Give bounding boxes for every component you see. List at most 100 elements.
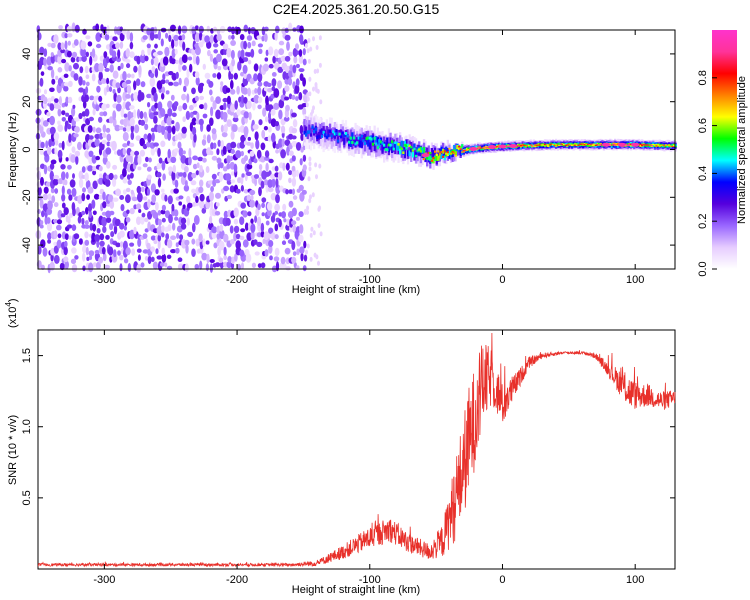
spectrogram-noise-cell	[291, 240, 296, 251]
spectrogram-signal-cell	[432, 150, 435, 161]
spectrogram-noise-cell	[229, 185, 235, 193]
spectrogram-noise-cell	[308, 161, 312, 167]
spectrogram-noise-cell	[60, 164, 66, 170]
spectrogram-noise-cell	[311, 192, 315, 198]
spectrogram-noise-cell	[137, 155, 142, 165]
spectrogram-noise-cell	[251, 119, 255, 127]
colorbar-ramp	[712, 30, 737, 269]
spectrogram-noise-cell	[207, 49, 211, 57]
spectrogram-noise-cell	[265, 162, 269, 172]
spectrogram-noise-cell	[178, 35, 183, 41]
spectrogram-noise-cell	[116, 57, 121, 63]
spectrogram-noise-cell	[209, 263, 213, 273]
spectrogram-signal-cell	[306, 130, 309, 140]
spectrogram-noise-cell	[122, 71, 127, 81]
spectrogram-signal-cell	[406, 139, 410, 155]
spectrogram-noise-cell	[167, 131, 172, 141]
spectrogram-signal-cell	[543, 144, 547, 147]
spectrogram-noise-cell	[181, 93, 187, 101]
spectrogram-noise-cell	[243, 111, 250, 119]
spectrogram-noise-cell	[170, 58, 176, 65]
spectrogram-noise-cell	[191, 87, 196, 95]
spectrogram-noise-cell	[35, 108, 42, 116]
spectrogram-noise-cell	[240, 185, 244, 192]
spectrogram-noise-cell	[314, 82, 318, 88]
spectrogram-noise-cell	[235, 233, 241, 240]
spectrogram-noise-cell	[303, 240, 307, 249]
spectrogram-noise-cell	[53, 202, 59, 208]
spectrogram-noise-cell	[84, 94, 89, 102]
spectrogram-noise-cell	[60, 213, 66, 218]
spectrogram-noise-cell	[235, 26, 241, 35]
spectrogram-signal-cell	[320, 134, 324, 138]
spectrogram-noise-cell	[146, 188, 151, 196]
spectrogram-noise-cell	[126, 124, 131, 132]
spectrogram-signal-cell	[585, 143, 588, 145]
spectrogram-noise-cell	[71, 264, 78, 273]
spectrogram-noise-cell	[216, 29, 221, 35]
spectrogram-signal-cell	[559, 143, 563, 145]
spectrogram-signal-cell	[362, 135, 365, 143]
spectrogram-noise-cell	[234, 253, 238, 262]
spectrogram-noise-cell	[291, 256, 297, 264]
spectrogram-noise-cell	[285, 266, 291, 271]
spectrogram-noise-cell	[157, 218, 162, 227]
spectrogram-noise-cell	[210, 142, 214, 150]
spectrogram-signal-cell	[341, 131, 344, 135]
spectrogram-noise-cell	[161, 86, 166, 94]
spectrogram-noise-cell	[295, 169, 299, 177]
spectrogram-noise-cell	[140, 81, 146, 88]
spectrogram-noise-cell	[177, 141, 182, 149]
spectrogram-signal-cell	[387, 143, 391, 147]
spectrogram-noise-cell	[119, 222, 125, 230]
spectrogram-noise-cell	[239, 249, 245, 257]
spectrogram-noise-cell	[317, 260, 320, 266]
spectrogram-noise-cell	[182, 41, 186, 51]
spectrogram-noise-cell	[148, 157, 152, 163]
spectrogram-noise-cell	[315, 45, 319, 50]
spectrogram-signal-cell	[566, 144, 569, 146]
spectrogram-noise-cell	[161, 247, 165, 255]
spectrogram-noise-cell	[280, 55, 287, 62]
spectrogram-noise-cell	[220, 81, 224, 87]
spectrogram-noise-cell	[222, 166, 228, 172]
spectrogram-signal-cell	[435, 155, 438, 161]
spectrogram-noise-cell	[109, 256, 113, 263]
spectrogram-noise-cell	[201, 138, 207, 146]
spectrogram-signal-cell	[403, 140, 406, 147]
spectrogram-noise-cell	[47, 97, 52, 104]
spectrogram-signal-cell	[427, 154, 430, 161]
spectrogram-noise-cell	[67, 164, 72, 170]
spectrogram-noise-cell	[291, 155, 296, 162]
spectrogram-noise-cell	[102, 252, 107, 262]
spectrogram-noise-cell	[278, 218, 282, 228]
spectrogram-noise-cell	[206, 25, 210, 33]
spectrogram-noise-cell	[243, 96, 248, 104]
spectrogram-noise-cell	[111, 140, 117, 151]
colorbar: 0.0 0.2 0.4 0.6 0.8 Normalized spectral ampl…	[697, 30, 748, 277]
spectrogram-noise-cell	[102, 111, 108, 117]
spectrogram-noise-cell	[85, 74, 90, 79]
spectrogram-noise-cell	[157, 30, 161, 41]
spectrogram-noise-cell	[246, 35, 253, 41]
spectrogram-noise-cell	[153, 111, 159, 116]
spectrogram-noise-cell	[126, 63, 131, 69]
spectrogram-noise-cell	[109, 200, 115, 209]
spectrogram-noise-cell	[205, 166, 210, 173]
spectrogram-noise-cell	[231, 58, 236, 67]
spectrogram-noise-cell	[65, 171, 69, 180]
snr-frame	[37, 329, 676, 570]
spectrogram-signal-cell	[556, 144, 559, 146]
spectrogram-noise-cell	[153, 142, 159, 147]
spectrogram-noise-cell	[159, 262, 166, 267]
spectrogram-noise-cell	[94, 133, 101, 140]
spectrogram-noise-cell	[119, 254, 124, 261]
spectrogram-noise-cell	[202, 63, 206, 70]
spectrogram-peak	[509, 144, 518, 148]
spectrogram-noise-cell	[274, 165, 279, 172]
spectrogram-noise-cell	[66, 25, 72, 33]
spectrogram-noise-cell	[51, 140, 55, 147]
spectrogram-signal-cell	[314, 127, 317, 131]
spectrogram-signal-cell	[356, 137, 359, 145]
spectrogram-noise-cell	[260, 230, 265, 238]
